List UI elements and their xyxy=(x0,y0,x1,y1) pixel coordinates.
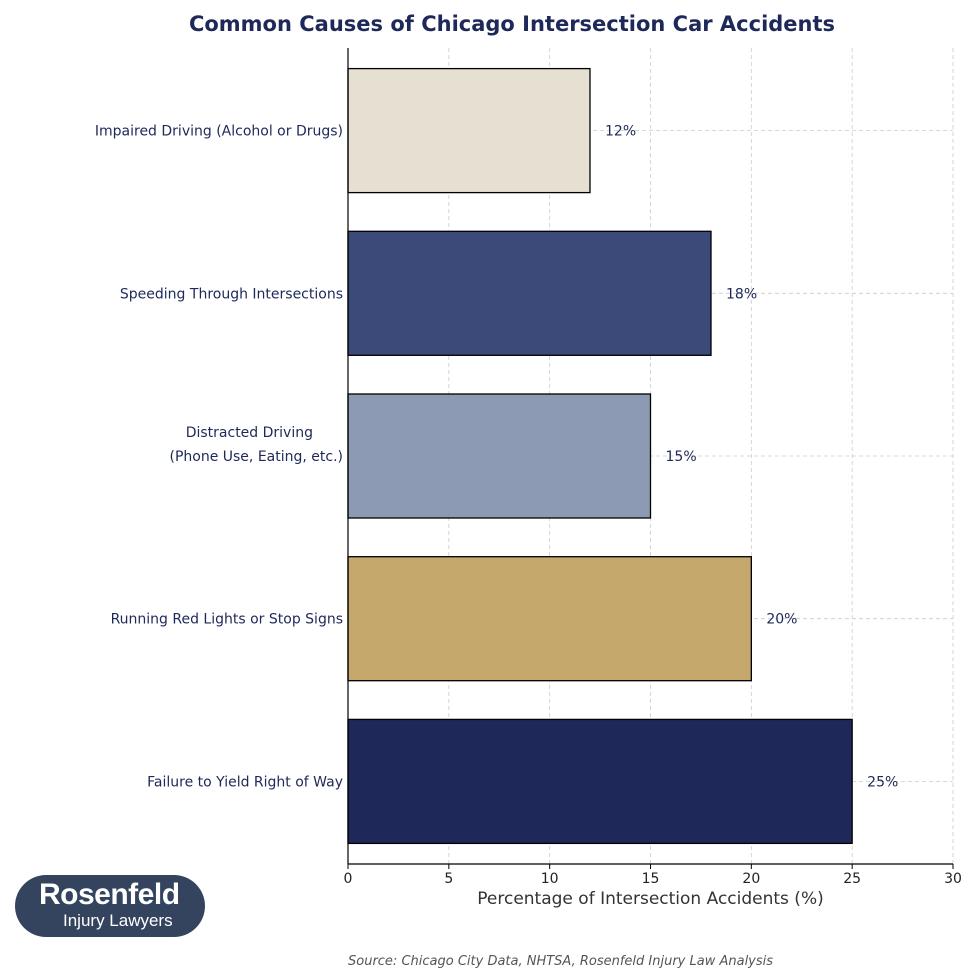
bar xyxy=(347,718,853,845)
x-tick-label: 10 xyxy=(541,871,559,887)
category-label-line: Failure to Yield Right of Way xyxy=(147,774,343,790)
category-label-line: Impaired Driving (Alcohol or Drugs) xyxy=(95,124,343,140)
x-tick-label: 0 xyxy=(344,871,353,887)
x-tick-label: 15 xyxy=(642,871,660,887)
data-label: 20% xyxy=(766,612,797,628)
rosenfeld-logo: Rosenfeld Injury Lawyers xyxy=(15,875,205,937)
category-label: Distracted Driving (Phone Use, Eating, et… xyxy=(169,425,343,465)
source-note: Source: Chicago City Data, NHTSA, Rosenf… xyxy=(348,954,774,969)
category-label: Failure to Yield Right of Way xyxy=(147,774,343,790)
chart-title: Common Causes of Chicago Intersection Ca… xyxy=(188,12,836,36)
x-tick-label: 30 xyxy=(944,871,962,887)
category-label-line: Distracted Driving xyxy=(186,425,313,441)
data-label: 18% xyxy=(726,286,757,302)
data-label: 12% xyxy=(605,124,636,140)
category-label: Speeding Through Intersections xyxy=(120,286,343,302)
bar xyxy=(347,230,712,356)
logo-name: Rosenfeld xyxy=(39,878,180,911)
category-label: Running Red Lights or Stop Signs xyxy=(111,612,343,628)
x-tick-label: 5 xyxy=(444,871,453,887)
category-label-line: Running Red Lights or Stop Signs xyxy=(111,612,343,628)
bar xyxy=(347,556,752,682)
x-tick-label: 20 xyxy=(742,871,760,887)
bar xyxy=(347,67,591,194)
category-label-line: Speeding Through Intersections xyxy=(120,286,343,302)
bar xyxy=(347,393,652,519)
data-label: 25% xyxy=(867,774,898,790)
logo-tagline: Injury Lawyers xyxy=(63,911,173,930)
category-label-line: (Phone Use, Eating, etc.) xyxy=(169,449,343,465)
data-label: 15% xyxy=(666,449,697,465)
category-label: Impaired Driving (Alcohol or Drugs) xyxy=(95,124,343,140)
x-axis-label: Percentage of Intersection Accidents (%) xyxy=(477,889,823,909)
x-tick-label: 25 xyxy=(843,871,861,887)
